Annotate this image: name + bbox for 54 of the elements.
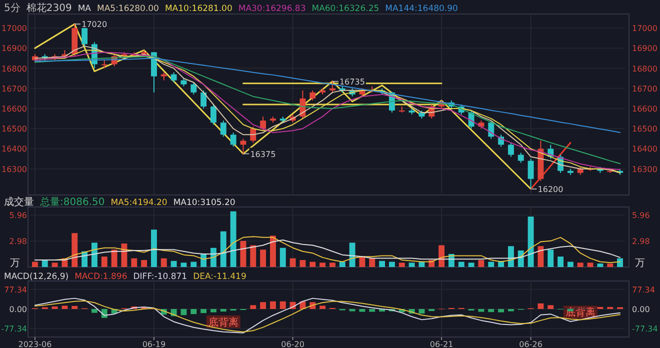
- y2-tick-label: 0.00: [632, 305, 650, 314]
- data-label: 17020: [82, 20, 108, 30]
- legend-title: MA: [78, 4, 92, 14]
- text: DEA:-11.419: [193, 272, 246, 282]
- y-tick-label: 16600: [2, 104, 27, 114]
- y-tick-label: 5.96: [9, 211, 27, 220]
- y2-tick-label: 17000: [632, 24, 658, 34]
- text: MA5:4194.20: [110, 198, 168, 208]
- y-tick-label: 16300: [2, 164, 27, 174]
- x-tick-label: 2023-06: [18, 340, 52, 348]
- y2-tick-label: 16500: [632, 124, 658, 134]
- y-tick-label: 16400: [2, 144, 27, 154]
- data-label: 底背离: [208, 316, 238, 328]
- text: MA144:16480.90: [385, 4, 458, 14]
- y-axis-title: 万: [10, 258, 20, 269]
- text: MA60:16326.25: [312, 4, 380, 14]
- text: MA10:3105.20: [173, 198, 236, 208]
- y2-tick-label: 16300: [632, 164, 658, 174]
- y2-tick-label: 5.96: [632, 211, 650, 220]
- chart-subtitle: 5分: [4, 2, 20, 14]
- x-tick-label: 06-26: [519, 340, 542, 348]
- y2-tick-label: 16400: [632, 144, 658, 154]
- y2-tick-label: 16800: [632, 64, 658, 74]
- text: MACD:1.896: [74, 272, 128, 282]
- y-tick-label: 77.34: [4, 285, 27, 294]
- x-tick-label: 06-20: [281, 340, 304, 348]
- text: MA5:16280.00: [96, 4, 159, 14]
- data-label: 16735: [339, 77, 365, 86]
- y-tick-label: 17000: [2, 24, 27, 34]
- y-tick-label: 2.98: [9, 237, 27, 246]
- x-tick-label: 06-21: [430, 340, 454, 348]
- text: DIFF:-10.871: [133, 272, 188, 282]
- y-tick-label: 16900: [2, 44, 27, 54]
- data-label: 16375: [250, 150, 276, 159]
- legend-title: 成交量: [4, 196, 34, 208]
- y2-axis-title: 万: [635, 258, 645, 269]
- y-tick-label: -77.34: [1, 324, 27, 334]
- annotation: 总量:8086.50: [39, 196, 105, 208]
- y2-tick-label: 77.34: [632, 285, 655, 294]
- y2-tick-label: 2.98: [632, 237, 650, 246]
- legend-title: MACD(12,26,9): [4, 272, 69, 282]
- y-tick-label: 0.00: [9, 305, 27, 314]
- y-tick-label: 16700: [2, 84, 27, 94]
- chart-title: 棉花2309: [26, 2, 72, 14]
- x-tick-label: 06-19: [142, 340, 166, 348]
- text: MA30:16296.83: [238, 4, 306, 14]
- data-label: 16200: [538, 184, 564, 194]
- text: MA10:16281.00: [164, 4, 232, 14]
- y2-tick-label: -77.34: [632, 324, 658, 334]
- y2-tick-label: 16900: [632, 44, 658, 54]
- y-tick-label: 16800: [2, 64, 27, 74]
- y-tick-label: 16500: [2, 124, 27, 134]
- y2-tick-label: 16600: [632, 104, 658, 114]
- y2-tick-label: 16700: [632, 84, 658, 94]
